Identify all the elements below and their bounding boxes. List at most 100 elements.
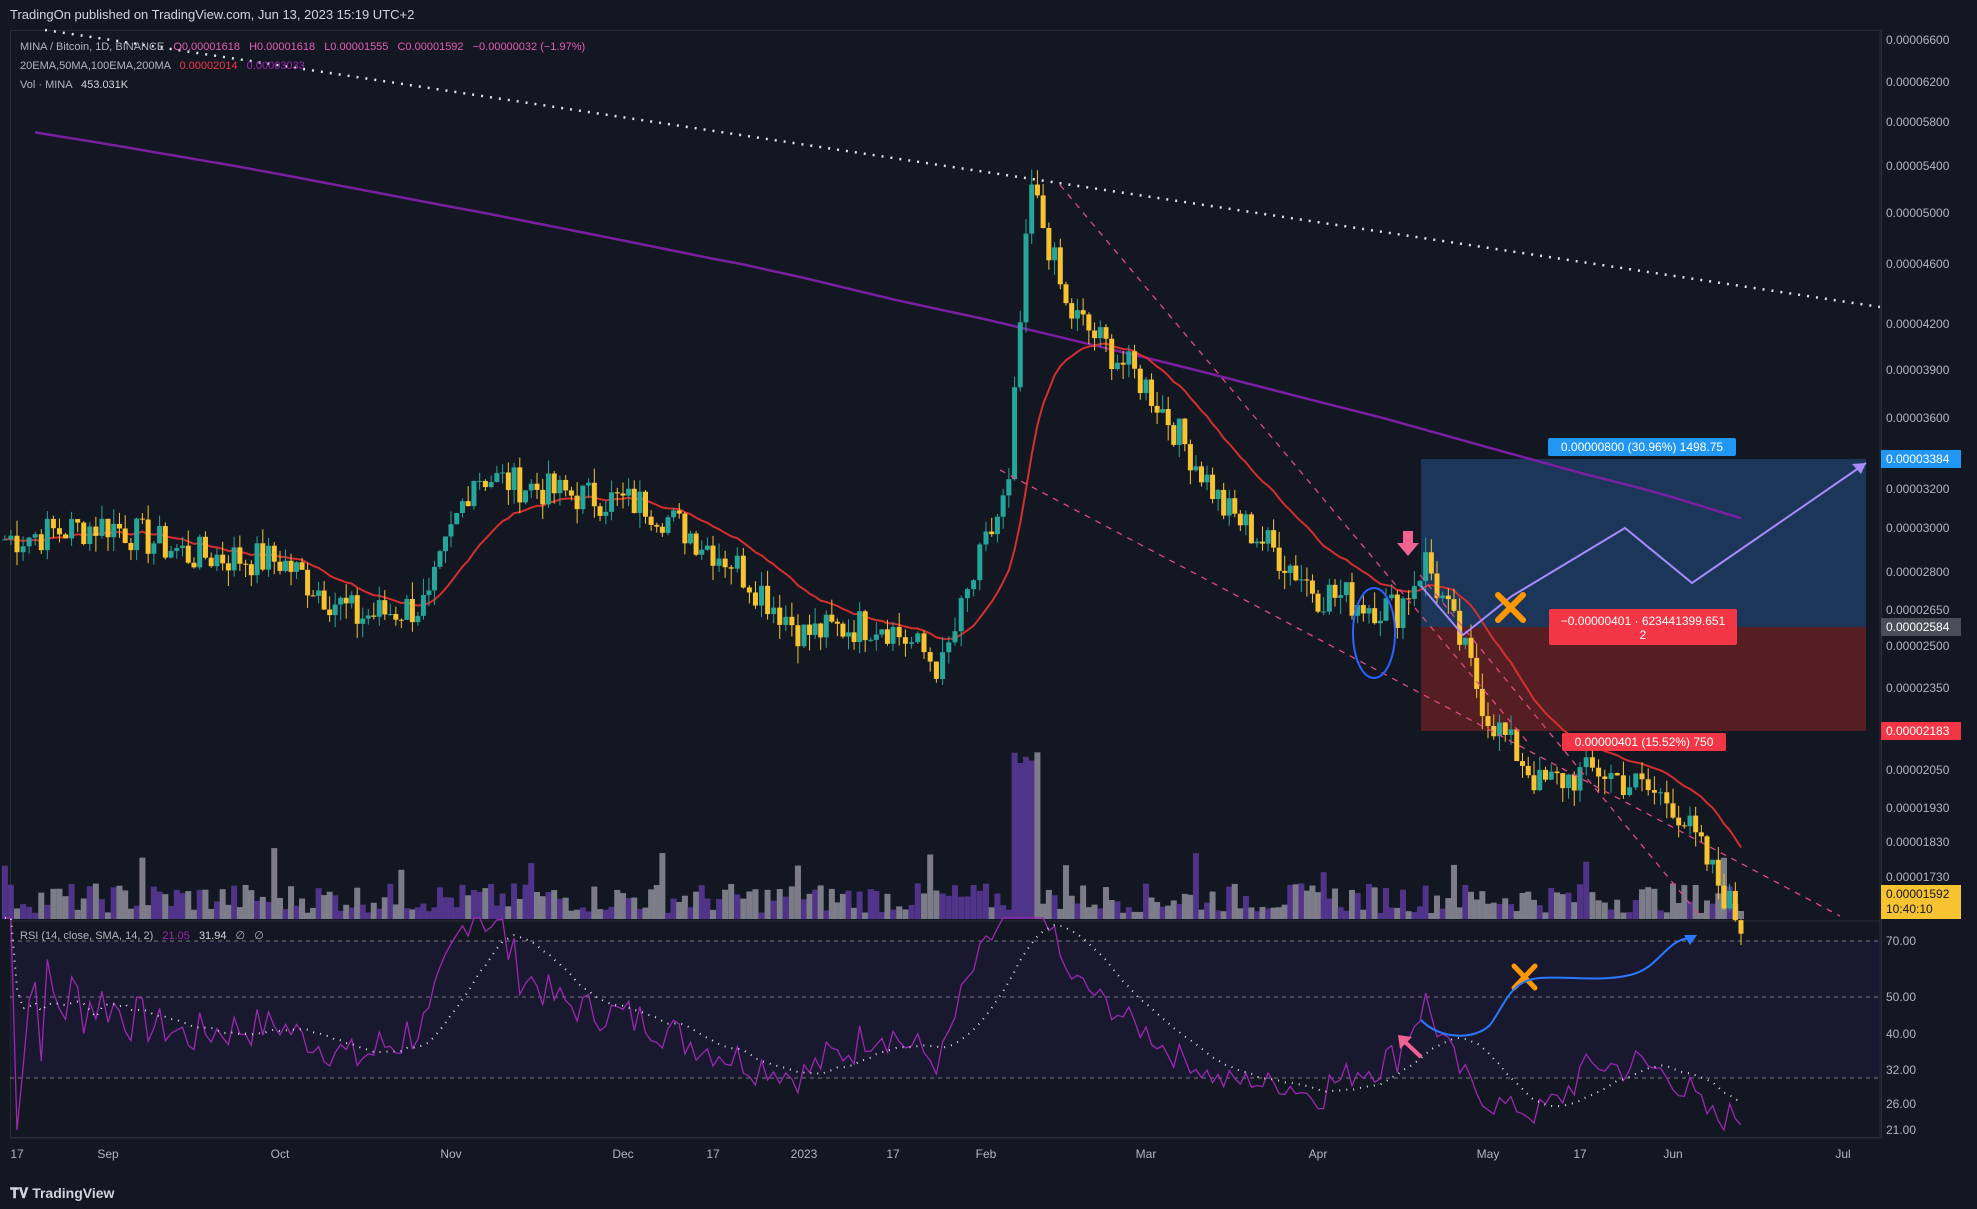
volume-bar — [681, 895, 688, 919]
candle-body — [699, 549, 705, 555]
candle-body — [568, 490, 574, 496]
rsi-sma-value: 31.94 — [198, 930, 227, 942]
candle-body — [1023, 233, 1029, 323]
volume-bar — [648, 889, 655, 919]
candle-body — [977, 544, 983, 581]
time-tick-label: Oct — [271, 1147, 290, 1161]
volume-bar — [1554, 892, 1560, 919]
candle-body — [454, 512, 460, 525]
candle-body — [540, 489, 546, 505]
volume-bar — [44, 904, 51, 919]
volume-bar — [1422, 885, 1429, 919]
candle-body — [38, 534, 44, 551]
candle-body — [1226, 498, 1232, 516]
rsi-pink-arrow-icon — [1398, 1035, 1423, 1059]
volume-bar — [476, 891, 483, 919]
volume-bar — [1608, 909, 1614, 919]
candle-body — [316, 590, 322, 596]
volume-bar — [326, 891, 333, 919]
entry-price-tag: 0.00002584 — [1881, 618, 1961, 636]
svg-text:0.00001592: 0.00001592 — [1886, 887, 1950, 901]
candle-body — [20, 546, 26, 553]
candle-body — [459, 501, 465, 513]
candle-body — [1639, 773, 1645, 780]
volume-bar — [1176, 904, 1183, 919]
footer-bar: 𝐓𝐕 TradingView — [0, 1177, 1977, 1209]
candle-body — [1149, 379, 1155, 406]
candle-body — [964, 589, 970, 599]
volume-bar — [1000, 905, 1007, 919]
candle-body — [471, 480, 477, 507]
candle-body — [231, 547, 237, 571]
volume-bar — [994, 893, 1001, 919]
volume-bar — [1114, 901, 1121, 919]
volume-bar — [403, 908, 410, 919]
candle-body — [1566, 774, 1571, 789]
candle-body — [1520, 761, 1525, 766]
candle-body — [1608, 773, 1614, 780]
volume-bar — [1143, 883, 1149, 919]
channel-lower-line — [999, 469, 1841, 917]
volume-bar — [1209, 891, 1216, 919]
volume-bar — [534, 891, 540, 919]
volume-bar — [1131, 911, 1138, 919]
candle-body — [1738, 920, 1744, 934]
volume-bar — [1198, 909, 1205, 919]
candle-body — [1355, 605, 1361, 616]
price-tick-label: 0.00002650 — [1886, 603, 1950, 617]
volume-bar — [1242, 895, 1249, 919]
volume-bar — [248, 890, 255, 919]
candle-body — [927, 652, 933, 662]
volume-bar — [505, 906, 512, 919]
volume-bar — [1468, 891, 1474, 919]
candle-body — [237, 547, 243, 564]
time-tick-label: Nov — [440, 1147, 461, 1161]
candle-body — [1137, 368, 1143, 394]
tradingview-logo[interactable]: 𝐓𝐕 TradingView — [10, 1185, 114, 1201]
candle-body — [620, 493, 626, 496]
candle-body — [1034, 184, 1040, 196]
volume-bar — [110, 887, 117, 919]
candle-body — [1287, 565, 1293, 573]
volume-bar — [1057, 908, 1064, 919]
volume-bar — [191, 909, 197, 919]
candle-body — [1428, 552, 1434, 574]
candle-body — [1670, 803, 1676, 818]
candle-body — [671, 510, 677, 518]
candle-body — [857, 611, 863, 643]
volume-bar — [562, 897, 569, 919]
volume-bar — [511, 883, 518, 919]
volume-bar — [1377, 912, 1384, 919]
candle-body — [1338, 595, 1344, 598]
volume-bar — [862, 912, 869, 919]
volume-bar — [225, 904, 232, 919]
volume-bar — [162, 894, 169, 919]
volume-bar — [1383, 887, 1389, 919]
candle-body — [50, 518, 56, 529]
candle-body — [1057, 247, 1063, 285]
volume-bar — [1298, 883, 1305, 919]
rsi-label[interactable]: RSI (14, close, SMA, 14, 2) — [20, 930, 154, 942]
volume-bar — [828, 888, 835, 919]
candle-body — [1645, 779, 1651, 791]
candle-body — [946, 642, 952, 653]
volume-bar — [1670, 883, 1676, 919]
candle-body — [1411, 586, 1417, 599]
candle-body — [360, 618, 366, 624]
volume-bar — [591, 886, 598, 919]
volume-bar — [365, 912, 372, 919]
volume-bar — [1343, 910, 1350, 919]
volume-bar — [1525, 891, 1532, 919]
volume-bar — [1337, 907, 1344, 919]
svg-text:10:40:10: 10:40:10 — [1886, 902, 1933, 916]
volume-bar — [465, 895, 472, 919]
volume-bar — [921, 893, 927, 919]
candle-body — [643, 491, 648, 517]
volume-bar — [1204, 902, 1211, 919]
candle-body — [1109, 338, 1115, 370]
svg-text:2: 2 — [1640, 628, 1647, 642]
time-axis-ticks: 17 Sep Oct Nov Dec 17 2023 17 Feb Mar Apr May 17 Jun J… — [10, 1147, 1850, 1161]
candle-body — [1343, 582, 1349, 596]
candle-body — [1187, 444, 1193, 471]
